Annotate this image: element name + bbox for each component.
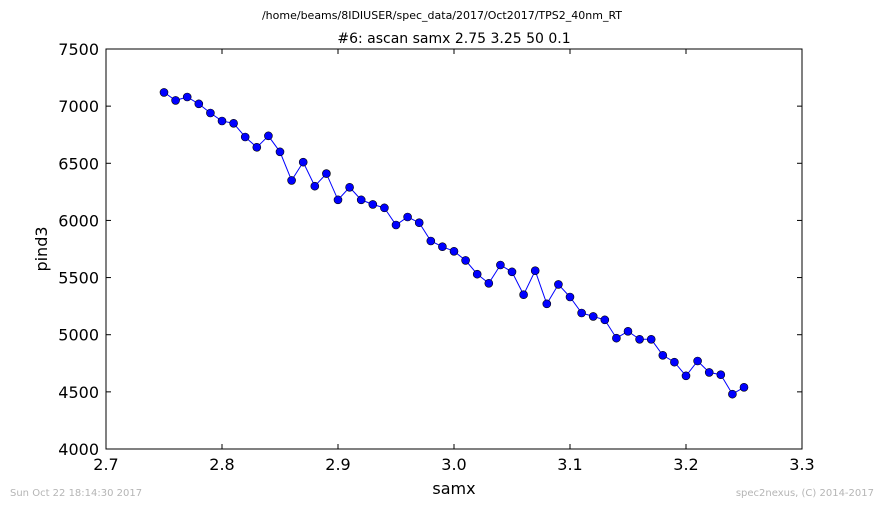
data-point	[484, 278, 494, 288]
y-tick-label: 6500	[58, 154, 99, 173]
y-axis-label: pind3	[32, 226, 51, 271]
data-point	[194, 99, 204, 109]
data-point	[403, 212, 412, 222]
data-point	[275, 147, 285, 157]
y-tick-label: 7500	[58, 40, 99, 59]
y-tick-label: 4500	[58, 383, 99, 402]
data-point	[728, 389, 737, 399]
data-point	[496, 260, 505, 270]
data-point	[298, 157, 308, 167]
data-point	[449, 246, 459, 256]
data-point	[693, 356, 702, 366]
data-point	[240, 132, 250, 142]
x-tick-label: 3.1	[557, 455, 582, 474]
data-point	[646, 334, 656, 344]
y-tick-label: 7000	[58, 97, 99, 116]
data-point	[322, 169, 331, 178]
data-point	[623, 326, 633, 336]
x-tick-label: 3.0	[441, 455, 466, 474]
data-point	[565, 292, 575, 302]
data-point	[530, 266, 540, 276]
data-point	[252, 142, 262, 152]
data-point	[472, 269, 482, 279]
data-point	[264, 131, 273, 141]
y-tick-label: 6000	[58, 211, 99, 230]
x-axis-label: samx	[432, 479, 475, 498]
data-point	[391, 220, 401, 230]
footer-credit: spec2nexus, (C) 2014-2017	[735, 488, 874, 499]
footer-timestamp: Sun Oct 22 18:14:30 2017	[10, 488, 143, 499]
x-tick-label: 2.7	[93, 455, 118, 474]
x-tick-label: 3.2	[673, 455, 698, 474]
data-point	[600, 315, 610, 325]
data-point	[182, 92, 192, 102]
data-point	[577, 308, 586, 318]
data-point	[229, 118, 238, 128]
data-point	[345, 182, 354, 192]
chart-suptitle: /home/beams/8IDIUSER/spec_data/2017/Oct2…	[262, 9, 622, 22]
y-tick-label: 5500	[58, 269, 99, 288]
plot-marks	[159, 88, 749, 399]
data-point	[356, 195, 366, 205]
plot-frame	[105, 48, 803, 450]
data-point	[380, 203, 389, 213]
data-point	[310, 181, 320, 191]
data-point	[426, 236, 436, 246]
data-point	[206, 108, 215, 118]
data-point	[461, 256, 470, 265]
data-point	[612, 333, 621, 343]
data-point	[554, 280, 563, 289]
data-point	[704, 368, 714, 377]
y-tick-label: 4000	[58, 440, 99, 459]
chart-title: #6: ascan samx 2.75 3.25 50 0.1	[337, 31, 570, 47]
data-point	[670, 357, 679, 367]
x-tick-label: 3.3	[789, 455, 814, 474]
data-point	[681, 371, 691, 381]
x-tick-label: 2.9	[325, 455, 350, 474]
data-point	[287, 176, 296, 185]
data-point	[333, 195, 343, 205]
data-point	[414, 218, 424, 228]
data-point	[519, 290, 528, 300]
data-point	[159, 88, 169, 97]
x-tick-label: 2.8	[209, 455, 234, 474]
data-point	[542, 299, 552, 309]
data-point	[171, 96, 180, 105]
data-point	[716, 370, 726, 380]
data-point	[217, 116, 227, 126]
data-point	[635, 334, 644, 344]
y-tick-label: 5000	[58, 326, 99, 345]
data-point	[368, 200, 378, 209]
data-point	[438, 242, 447, 252]
data-point	[588, 312, 598, 321]
data-point	[507, 267, 517, 277]
data-point	[658, 350, 668, 360]
data-point	[739, 382, 749, 392]
